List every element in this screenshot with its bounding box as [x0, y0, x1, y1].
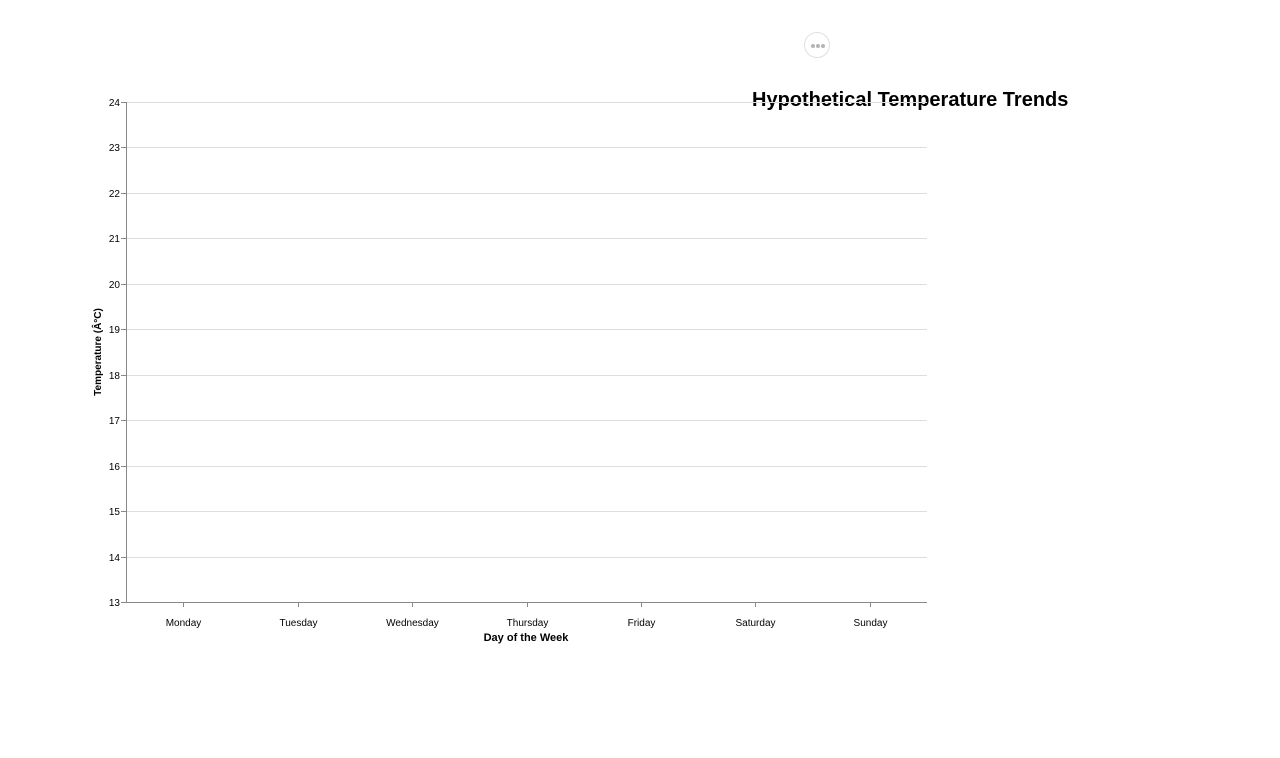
y-tick-label: 19	[109, 325, 121, 336]
grid-lines	[126, 102, 927, 558]
x-tick-label: Sunday	[854, 618, 888, 629]
x-axis-label: Day of the Week	[484, 632, 570, 644]
y-tick-label: 20	[109, 280, 121, 291]
y-tick-label: 23	[109, 143, 121, 154]
more-horizontal-icon	[811, 44, 815, 48]
x-tick-label: Friday	[628, 618, 656, 629]
more-horizontal-icon-dot	[821, 44, 825, 48]
x-tick-label: Tuesday	[280, 618, 318, 629]
y-axis-label: Temperature (Â°C)	[91, 308, 104, 396]
x-tick-label: Monday	[166, 618, 202, 629]
y-tick-label: 14	[109, 553, 121, 564]
chart-title: Hypothetical Temperature Trends	[752, 89, 1069, 111]
y-tick-label: 16	[109, 462, 121, 473]
chart-menu-button[interactable]	[804, 32, 830, 58]
y-tick-label: 13	[109, 598, 121, 609]
y-tick-label: 15	[109, 507, 121, 518]
y-tick-label: 17	[109, 416, 121, 427]
y-tick-label: 24	[109, 98, 121, 109]
y-tick-label: 21	[109, 234, 121, 245]
x-tick-label: Thursday	[507, 618, 549, 629]
x-axis: Monday Tuesday Wednesday Thursday Friday Satu…	[126, 602, 927, 629]
x-tick-label: Wednesday	[386, 618, 439, 629]
y-axis: 13 14 15 16 17 18 19 20 21 22 23 24	[109, 98, 127, 609]
y-tick-label: 18	[109, 371, 121, 382]
more-horizontal-icon-dot	[816, 44, 820, 48]
y-tick-label: 22	[109, 189, 121, 200]
x-tick-label: Saturday	[735, 618, 775, 629]
